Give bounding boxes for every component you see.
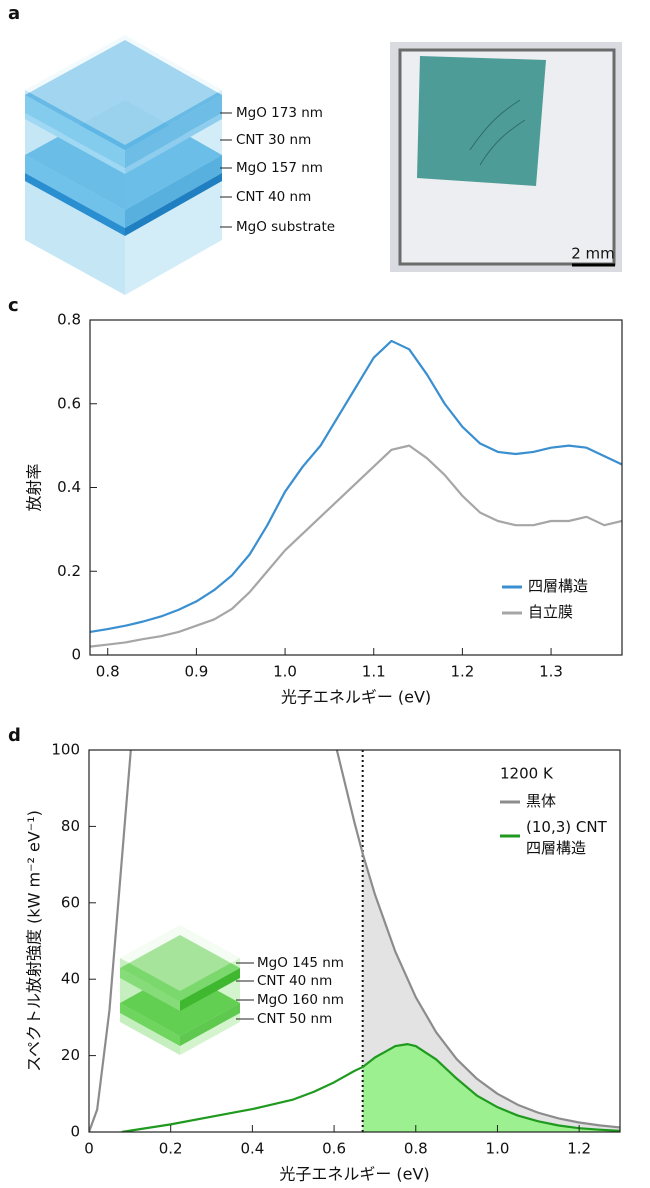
cnt-right	[125, 173, 222, 236]
legend-label: 自立膜	[528, 603, 574, 621]
legend-entry: 黒体	[526, 792, 557, 810]
y-axis-label: 放射率	[25, 463, 44, 511]
inset-diagram: MgO 145 nm CNT 40 nm MgO 160 nm CNT 50 n…	[120, 925, 344, 1055]
cube-top-face	[25, 35, 222, 145]
slab-right	[180, 968, 240, 1011]
slab-top	[120, 935, 240, 1001]
panel-label: a	[8, 3, 20, 24]
y-tick-label: 0.2	[57, 562, 81, 580]
layer-label: MgO substrate	[236, 219, 335, 235]
y-tick-label: 0	[70, 1123, 80, 1141]
x-tick-label: 1.2	[450, 663, 474, 681]
series-line	[90, 339, 622, 634]
y-tick-label: 80	[61, 817, 80, 835]
scale-bar-label: 2 mm	[571, 245, 615, 263]
chart: c 0.8 0.9 1.0 1.1 1.2 1.3 0 0.2 0.4 0.6 0.8 光子エネルギー …	[8, 295, 623, 707]
x-tick-label: 1.0	[486, 1140, 510, 1158]
layer-label: CNT 30 nm	[236, 132, 311, 148]
x-tick-label: 1.2	[567, 1140, 591, 1158]
emission-area	[362, 1044, 620, 1132]
panel-label: c	[8, 295, 19, 316]
legend-entry: 自立膜	[528, 603, 574, 621]
legend-entry: 四層構造	[528, 577, 589, 595]
plot-frame	[88, 749, 621, 1133]
y-tick-label: 100	[51, 741, 80, 759]
slab-right	[180, 1003, 240, 1046]
x-tick-label: 0.8	[96, 663, 120, 681]
y-tick-label: 20	[61, 1046, 80, 1064]
inset-label: CNT 50 nm	[257, 1011, 332, 1027]
y-tick-label: 40	[61, 970, 80, 988]
legend-label: 黒体	[526, 792, 557, 810]
slab-left	[120, 968, 180, 1011]
series-line	[90, 444, 622, 648]
series-line	[121, 1043, 620, 1132]
legend-entry: (10,3) CNT 四層構造	[526, 818, 607, 857]
x-tick-label: 0.9	[184, 663, 208, 681]
cnt-left	[25, 113, 125, 174]
y-axis-label: スペクトル放射強度 (kW m⁻² eV⁻¹)	[25, 810, 44, 1072]
y-tick-label: 0.6	[57, 394, 81, 412]
panel-label: d	[8, 725, 21, 746]
legend-label: (10,3) CNT 四層構造	[526, 818, 607, 857]
slab-left	[25, 95, 125, 168]
legend-label: 四層構造	[528, 577, 589, 595]
layer-label: CNT 40 nm	[236, 189, 311, 205]
inset-label: CNT 40 nm	[257, 973, 332, 989]
x-tick-label: 0.2	[159, 1140, 183, 1158]
slab-left	[25, 155, 125, 228]
layer-diagram: MgO 173 nm CNT 30 nm MgO 157 nm CNT 40 n…	[25, 35, 335, 295]
inset-label: MgO 145 nm	[257, 955, 344, 971]
layer-label: MgO 157 nm	[236, 160, 323, 176]
cube-top-face	[120, 925, 240, 991]
x-tick-label: 0.6	[322, 1140, 346, 1158]
cnt-right	[125, 113, 222, 174]
chart: d 0 0.2 0.4 0.6 0.8 1.0 1.2 0 20 40 60 80 100 光子エネルギー …	[8, 725, 621, 1184]
film	[417, 56, 546, 186]
annotation: 1200 K	[500, 765, 554, 783]
series-line	[89, 750, 620, 1132]
x-tick-label: 1.3	[539, 663, 563, 681]
slab-left	[120, 1003, 180, 1046]
x-tick-label: 0.4	[240, 1140, 264, 1158]
y-tick-label: 0.8	[57, 311, 81, 329]
y-tick-label: 60	[61, 893, 80, 911]
x-tick-label: 0.8	[404, 1140, 428, 1158]
y-tick-label: 0	[71, 646, 81, 664]
x-tick-label: 0	[84, 1140, 94, 1158]
film-wrinkle	[469, 99, 526, 166]
x-tick-label: 1.1	[362, 663, 386, 681]
slab-right	[125, 95, 222, 168]
layer-label: MgO 173 nm	[236, 105, 323, 121]
x-axis-label: 光子エネルギー (eV)	[281, 688, 431, 707]
slab-right	[125, 155, 222, 228]
cnt-left	[25, 173, 125, 236]
y-tick-label: 0.4	[57, 478, 81, 496]
sample-photo: 2 mm	[390, 42, 622, 272]
x-axis-label: 光子エネルギー (eV)	[279, 1165, 429, 1184]
inset-label: MgO 160 nm	[257, 992, 344, 1008]
x-tick-label: 1.0	[273, 663, 297, 681]
slab-top	[25, 40, 222, 150]
